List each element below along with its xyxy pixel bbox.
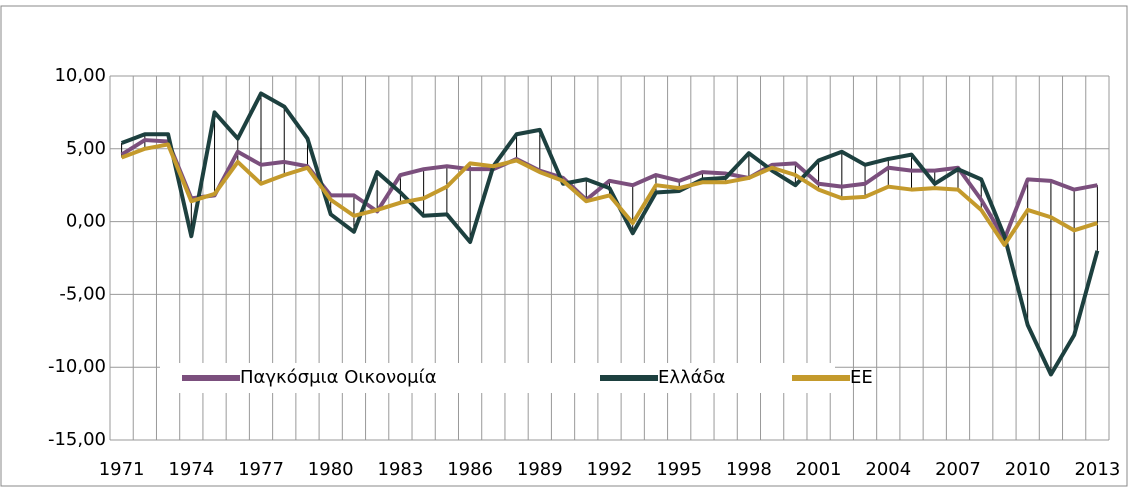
x-tick-label: 1989 [517, 459, 563, 480]
y-tick-label: 5,00 [66, 138, 106, 159]
legend: Παγκόσμια Οικονομία Ελλάδα ΕΕ [160, 363, 873, 393]
x-tick-label: 1986 [447, 459, 493, 480]
x-tick-label: 1983 [378, 459, 424, 480]
y-tick-label: 10,00 [54, 65, 106, 86]
x-tick-label: 1992 [587, 459, 633, 480]
x-tick-label: 2013 [1074, 459, 1120, 480]
y-tick-label: -15,00 [48, 429, 106, 450]
x-tick-label: 1971 [99, 459, 145, 480]
x-tick-label: 2007 [935, 459, 981, 480]
legend-label: Παγκόσμια Οικονομία [240, 367, 437, 388]
series-line [120, 138, 1098, 242]
x-tick-label: 1977 [238, 459, 284, 480]
y-tick-label: -5,00 [59, 283, 106, 304]
x-tick-label: 1998 [726, 459, 772, 480]
series-line [120, 91, 1100, 377]
y-tick-label: -10,00 [48, 356, 106, 377]
legend-label: Ελλάδα [658, 367, 725, 388]
x-tick-label: 2004 [865, 459, 911, 480]
x-tick-label: 2010 [1005, 459, 1051, 480]
x-tick-label: 1995 [656, 459, 702, 480]
series-line [120, 142, 1098, 247]
chart-border [0, 5, 1128, 487]
y-tick-label: 0,00 [66, 211, 106, 232]
legend-label: ΕΕ [850, 367, 873, 388]
x-tick-label: 1980 [308, 459, 354, 480]
x-tick-label: 1974 [168, 459, 214, 480]
x-tick-label: 2001 [796, 459, 842, 480]
legend-box [160, 363, 835, 393]
